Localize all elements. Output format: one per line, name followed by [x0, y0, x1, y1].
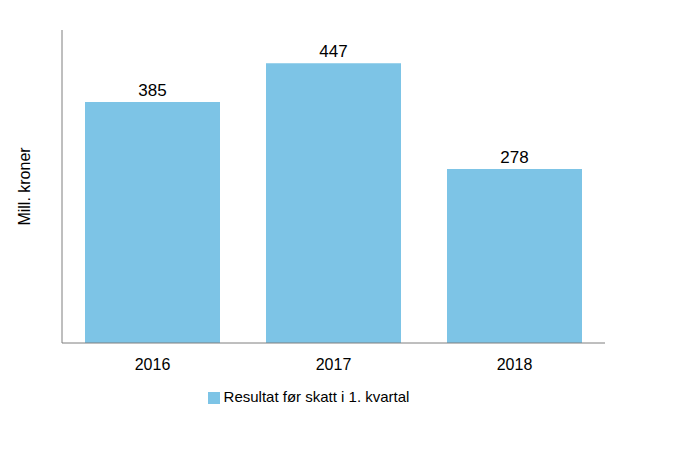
svg-text:447: 447 [319, 42, 347, 61]
svg-text:Mill. kroner: Mill. kroner [16, 147, 33, 226]
svg-text:2016: 2016 [135, 356, 171, 373]
svg-text:2018: 2018 [497, 356, 533, 373]
svg-text:385: 385 [138, 81, 166, 100]
svg-text:2017: 2017 [316, 356, 352, 373]
html-text:Resultat før skatt i 1. kvarta: Resultat før skatt i 1. kvartal [223, 388, 410, 405]
svg-text:278: 278 [500, 148, 528, 167]
